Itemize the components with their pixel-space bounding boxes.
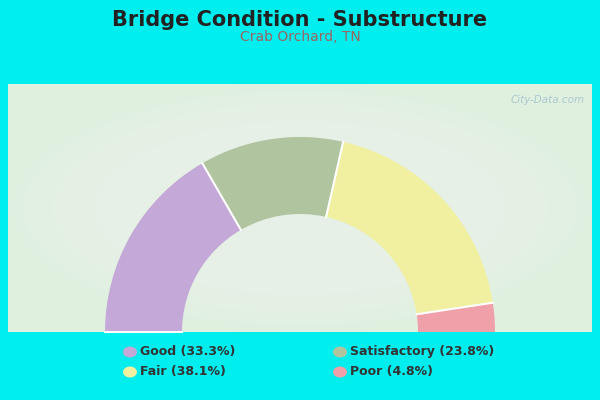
Text: Crab Orchard, TN: Crab Orchard, TN <box>239 30 361 44</box>
Ellipse shape <box>333 346 347 358</box>
Text: City-Data.com: City-Data.com <box>511 95 585 105</box>
Wedge shape <box>105 163 241 332</box>
Wedge shape <box>416 303 495 332</box>
Ellipse shape <box>123 366 137 378</box>
Wedge shape <box>202 137 343 230</box>
Wedge shape <box>326 142 493 314</box>
Text: Fair (38.1%): Fair (38.1%) <box>140 366 226 378</box>
Text: Poor (4.8%): Poor (4.8%) <box>350 366 433 378</box>
FancyBboxPatch shape <box>8 84 592 332</box>
Ellipse shape <box>123 346 137 358</box>
Ellipse shape <box>333 366 347 378</box>
Text: Satisfactory (23.8%): Satisfactory (23.8%) <box>350 346 494 358</box>
Text: Good (33.3%): Good (33.3%) <box>140 346 235 358</box>
Text: Bridge Condition - Substructure: Bridge Condition - Substructure <box>112 10 488 30</box>
